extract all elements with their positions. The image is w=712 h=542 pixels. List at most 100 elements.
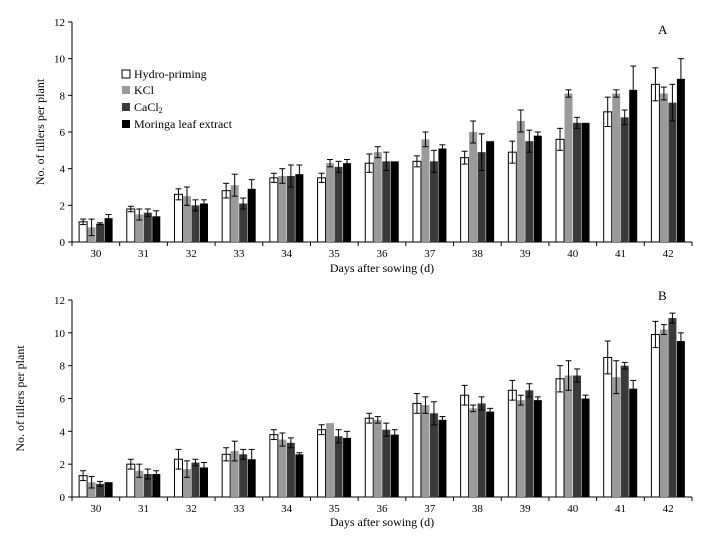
bar-kcl <box>516 400 525 497</box>
bar-hydro <box>555 138 565 243</box>
x-tick-label: 40 <box>567 248 579 260</box>
bar-moringa <box>533 400 542 497</box>
x-tick-label: 42 <box>663 503 674 515</box>
bar-cacl <box>573 375 582 497</box>
bar-kcl <box>182 196 191 242</box>
bar-hydro <box>126 208 136 243</box>
bar-moringa <box>152 474 161 497</box>
bar-kcl <box>373 152 382 242</box>
y-axis-label: No. of tillers per plant <box>13 345 27 452</box>
bar-hydro <box>173 193 183 243</box>
y-tick-label: 0 <box>60 492 66 504</box>
bar-moringa <box>486 141 495 242</box>
bar-kcl <box>612 377 621 497</box>
x-tick-label: 41 <box>615 248 626 260</box>
bar-cacl <box>382 161 391 242</box>
bar-kcl <box>230 185 239 242</box>
bar-kcl <box>659 93 668 242</box>
x-axis-label: Days after sowing (d) <box>330 515 434 529</box>
bar-kcl <box>278 176 287 242</box>
y-tick-label: 8 <box>60 361 66 373</box>
legend-label-cacl-main: CaCl <box>134 100 159 114</box>
bar-moringa <box>581 122 590 242</box>
bar-kcl <box>612 93 621 242</box>
bar-moringa <box>676 341 685 497</box>
bar-hydro <box>507 151 517 243</box>
bar-cacl <box>334 436 343 497</box>
bar-moringa <box>438 148 447 242</box>
bar-hydro <box>650 83 660 243</box>
x-tick-label: 33 <box>233 248 245 260</box>
y-tick-label: 2 <box>60 200 66 212</box>
bar-hydro <box>364 417 374 498</box>
bar-hydro <box>412 402 422 498</box>
bar-moringa <box>390 161 399 242</box>
bar-kcl <box>469 408 478 497</box>
bar-moringa <box>295 454 304 497</box>
bar-cacl <box>429 413 438 497</box>
bar-hydro <box>650 333 660 498</box>
bar-kcl <box>135 470 144 497</box>
bar-cacl <box>334 166 343 242</box>
bar-kcl <box>326 163 335 242</box>
x-tick-label: 32 <box>186 503 197 515</box>
legend-swatch-hydro <box>121 69 131 79</box>
x-tick-label: 37 <box>424 248 436 260</box>
bar-hydro <box>460 157 470 243</box>
bar-cacl <box>286 176 295 242</box>
bar-moringa <box>343 437 352 497</box>
bar-cacl <box>668 102 677 243</box>
x-tick-label: 34 <box>281 503 293 515</box>
legend-label-cacl: CaCl2 <box>134 100 163 115</box>
x-tick-label: 33 <box>233 503 245 515</box>
x-tick-label: 30 <box>90 503 102 515</box>
bar-moringa <box>438 419 447 497</box>
bar-hydro <box>317 429 327 498</box>
bar-cacl <box>573 122 582 242</box>
bar-hydro <box>269 434 279 498</box>
bar-moringa <box>486 411 495 497</box>
bar-cacl <box>96 223 105 242</box>
x-tick-label: 31 <box>138 248 149 260</box>
bar-cacl <box>668 318 677 497</box>
x-tick-label: 39 <box>520 503 532 515</box>
bar-hydro <box>603 356 613 498</box>
bar-cacl <box>429 161 438 242</box>
bar-moringa <box>104 482 113 497</box>
bar-moringa <box>295 174 304 242</box>
legend-swatch-cacl <box>122 103 130 111</box>
bar-kcl <box>230 451 239 497</box>
x-axis-label: Days after sowing (d) <box>330 261 434 275</box>
bar-moringa <box>390 434 399 497</box>
legend-label-moringa: Moringa leaf extract <box>134 117 233 131</box>
y-tick-label: 2 <box>60 459 66 471</box>
panel-label: B <box>658 288 667 303</box>
x-tick-label: 35 <box>329 248 341 260</box>
legend-swatch-moringa <box>122 120 130 128</box>
bar-moringa <box>343 163 352 242</box>
bar-hydro <box>460 394 470 498</box>
legend-label-hydro: Hydro-priming <box>134 67 207 81</box>
bar-kcl <box>421 139 430 242</box>
bar-cacl <box>143 474 152 497</box>
y-tick-label: 8 <box>60 90 66 102</box>
bar-cacl <box>96 483 105 497</box>
x-tick-label: 36 <box>377 503 389 515</box>
bar-cacl <box>382 429 391 497</box>
legend-swatch-kcl <box>122 86 130 94</box>
y-axis-label: No. of tillers per plant <box>33 78 47 185</box>
bar-kcl <box>564 375 573 497</box>
bar-cacl <box>239 454 248 497</box>
y-tick-label: 12 <box>54 295 65 307</box>
bar-cacl <box>477 152 486 242</box>
y-tick-label: 10 <box>54 328 66 340</box>
bar-moringa <box>199 467 208 497</box>
bar-cacl <box>239 203 248 242</box>
bar-kcl <box>135 214 144 242</box>
bar-cacl <box>620 365 629 497</box>
bar-hydro <box>317 177 327 243</box>
bar-kcl <box>659 329 668 497</box>
bar-kcl <box>182 469 191 497</box>
x-tick-label: 39 <box>520 248 532 260</box>
